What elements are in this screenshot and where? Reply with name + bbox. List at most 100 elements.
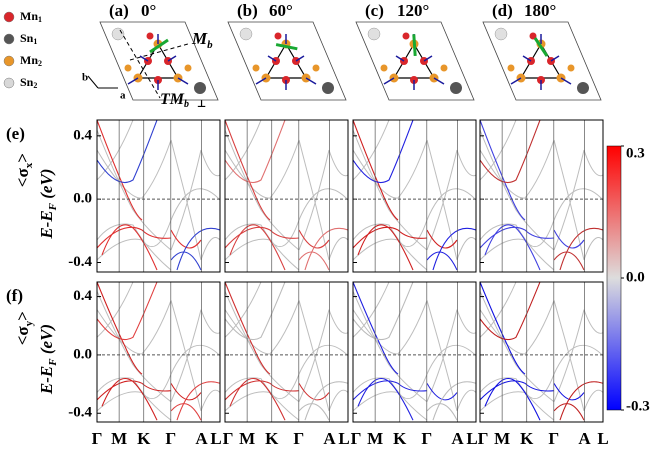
row-quantity: <σx> [13,153,35,187]
text-part: Mn [20,53,38,67]
x-tick-label: M [239,429,255,448]
x-tick-label: L [338,429,349,448]
panel-label: (d) [492,1,513,20]
x-tick-label: Γ [421,429,432,448]
x-tick-label: Γ [478,429,489,448]
x-tick-label: A [195,429,208,448]
panel-frame [224,119,349,273]
band-panel [224,119,349,273]
x-tick-label: A [578,429,591,448]
panel-frame [479,119,604,273]
text-part: 1 [33,37,37,46]
text-part: F [47,202,59,211]
text-part: M [191,29,208,48]
y-tick-label: -0.4 [68,254,92,270]
panel-frame [479,281,604,423]
y-tick-label: -0.4 [68,405,92,421]
colorbar-label: 0.3 [626,145,645,161]
row-quantity: <σy> [13,311,35,345]
text-part: Mn [20,9,38,23]
panel-label: (b) [237,1,258,20]
y-tick-label: 0.0 [73,346,92,362]
colorbar [606,145,622,411]
unit-cell [482,21,602,101]
glide-label: TMb⃗⊥ [160,91,206,111]
text-part: > [13,311,32,321]
row-label: (e) [6,124,25,143]
text-part: E-E [37,366,56,395]
lattice-label: a [120,90,126,102]
band-panel [96,119,221,273]
band-panel [96,281,221,423]
panel-frame [352,119,477,273]
panel-frame [224,281,349,423]
x-tick-label: Γ [92,429,103,448]
glide-line [119,29,161,99]
x-tick-label: Γ [548,429,559,448]
legend-label: Mn1 [20,9,42,24]
x-tick-label: K [393,429,407,448]
text-part: b⃗⊥ [184,99,206,110]
panel-frame [96,119,221,273]
unit-cell [227,21,347,101]
x-tick-label: L [597,429,608,448]
unit-cell [355,21,475,101]
text-part: b⃗ [207,39,221,51]
legend-marker [3,55,15,67]
x-tick-label: L [210,429,221,448]
x-tick-label: L [466,429,477,448]
angle-label: 0° [141,1,156,20]
x-tick-label: M [494,429,510,448]
text-part: <σ [13,168,32,188]
colorbar-label: 0.0 [626,269,645,285]
legend-label: Sn1 [20,31,37,46]
y-tick-label: 0.4 [73,288,92,304]
angle-label: 120° [397,1,429,20]
band-panel [352,281,477,423]
x-tick-label: Γ [165,429,176,448]
row-label: (f) [6,286,23,305]
y-axis-label: E-EF (eV) [37,169,59,240]
colorbar-label: -0.3 [626,398,650,414]
band-panel [352,119,477,273]
lattice-label: b [82,72,88,84]
moment-arrow [533,37,549,57]
text-part: > [13,153,32,163]
text-part: Sn [20,75,34,89]
mirror-line [129,43,189,61]
x-tick-label: Γ [293,429,304,448]
y-tick-label: 0.0 [73,191,92,207]
x-tick-label: A [323,429,336,448]
y-tick-label: 0.4 [73,127,92,143]
legend-marker [3,33,15,45]
x-tick-label: Γ [351,429,362,448]
text-part: (eV) [37,169,56,203]
x-tick-label: K [265,429,279,448]
legend-marker [3,11,15,23]
text-part: x [23,162,35,168]
legend-marker [3,77,15,89]
x-tick-label: A [451,429,464,448]
legend-label: Mn2 [20,53,42,68]
moment-arrow [275,43,298,51]
y-axis-label: E-EF (eV) [37,324,59,395]
angle-label: 60° [269,1,293,20]
text-part: <σ [13,326,32,346]
text-part: y [23,320,35,326]
text-part: E-E [37,210,56,239]
x-tick-label: K [520,429,534,448]
x-tick-label: M [111,429,127,448]
panel-label: (a) [109,1,129,20]
mirror-label: Mb⃗ [191,29,221,51]
text-part: 2 [38,59,42,68]
text-part: 2 [33,81,37,90]
panel-frame [96,281,221,423]
legend-label: Sn2 [20,75,37,90]
text-part: TM [160,91,185,108]
text-part: Sn [20,31,34,45]
band-panel [479,281,604,423]
panel-label: (c) [365,1,384,20]
text-part: F [47,358,59,367]
x-tick-label: Γ [223,429,234,448]
